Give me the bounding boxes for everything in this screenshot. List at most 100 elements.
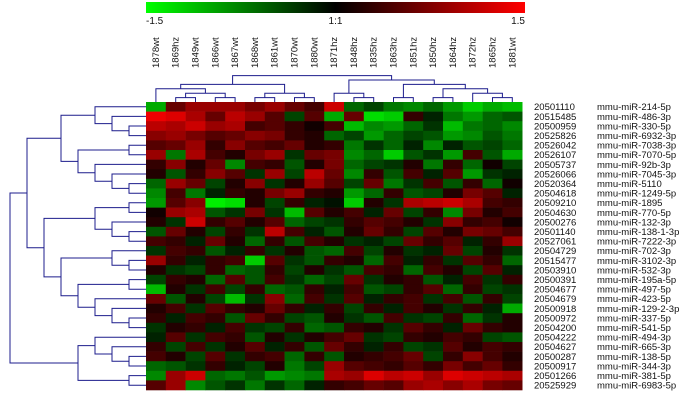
heatmap-cell bbox=[423, 332, 444, 343]
heatmap-cell bbox=[423, 303, 444, 314]
heatmap-cell bbox=[482, 169, 503, 180]
row-name-label: mmu-miR-6983-5p bbox=[597, 381, 676, 392]
heatmap-cell bbox=[185, 342, 206, 352]
heatmap-cell bbox=[284, 294, 305, 304]
heatmap-cell bbox=[205, 294, 226, 304]
heatmap-cell bbox=[185, 370, 206, 381]
heatmap-cell bbox=[146, 111, 167, 122]
heatmap-cell bbox=[423, 217, 444, 228]
heatmap-cell bbox=[383, 351, 404, 362]
heatmap-cell bbox=[383, 130, 404, 141]
heatmap-cell bbox=[462, 342, 483, 352]
heatmap-cell bbox=[165, 207, 186, 218]
heatmap-cell bbox=[324, 121, 345, 132]
heatmap-cell bbox=[146, 265, 167, 276]
heatmap-cell bbox=[462, 140, 483, 151]
heatmap-cell bbox=[383, 303, 404, 314]
column-label: 1878wt bbox=[151, 37, 162, 68]
heatmap-cell bbox=[165, 246, 186, 256]
heatmap-cell bbox=[146, 207, 167, 218]
heatmap-cell bbox=[344, 255, 365, 266]
heatmap-cell bbox=[482, 313, 503, 324]
heatmap-cell bbox=[284, 265, 305, 276]
heatmap-cell bbox=[462, 111, 483, 122]
heatmap-cell bbox=[185, 246, 206, 256]
heatmap-cell bbox=[443, 102, 464, 112]
heatmap-cell bbox=[383, 370, 404, 381]
heatmap-cell bbox=[502, 284, 523, 295]
heatmap-cell bbox=[165, 313, 186, 324]
heatmap-cell bbox=[225, 188, 246, 199]
heatmap-cell bbox=[264, 121, 285, 132]
row-name-label: mmu-miR-344-3p bbox=[597, 361, 671, 372]
heatmap-cell bbox=[185, 188, 206, 199]
heatmap-cell bbox=[344, 188, 365, 199]
heatmap-cell bbox=[502, 313, 523, 324]
heatmap-cell bbox=[264, 207, 285, 218]
heatmap-cell bbox=[225, 332, 246, 343]
heatmap-cell bbox=[225, 313, 246, 324]
heatmap-cell bbox=[245, 178, 266, 189]
heatmap-cell bbox=[264, 178, 285, 189]
dendrogram-branch bbox=[128, 355, 146, 367]
heatmap-cell bbox=[423, 284, 444, 295]
row-id-label: 20501140 bbox=[534, 227, 576, 238]
heatmap-cell bbox=[482, 370, 503, 381]
heatmap-cell bbox=[205, 188, 226, 199]
heatmap-cell bbox=[443, 246, 464, 256]
heatmap-cell bbox=[225, 178, 246, 189]
heatmap-cell bbox=[245, 169, 266, 180]
heatmap-cell bbox=[423, 255, 444, 266]
row-id-label: 20501110 bbox=[534, 102, 575, 113]
heatmap-cell bbox=[205, 150, 226, 160]
heatmap-cell bbox=[245, 111, 266, 122]
heatmap-cell bbox=[363, 265, 384, 276]
heatmap-cell bbox=[245, 265, 266, 276]
heatmap-cell bbox=[462, 294, 483, 304]
heatmap-cell bbox=[225, 159, 246, 170]
heatmap-cell bbox=[344, 236, 365, 247]
heatmap-cell bbox=[245, 361, 266, 372]
heatmap-cell bbox=[383, 150, 404, 160]
heatmap-cell bbox=[443, 370, 464, 381]
heatmap-cell bbox=[205, 236, 226, 247]
dendrogram-branch bbox=[128, 279, 146, 290]
heatmap-cell bbox=[344, 313, 365, 324]
heatmap-cell bbox=[165, 159, 186, 170]
heatmap-cell bbox=[482, 111, 503, 122]
heatmap-cell bbox=[363, 217, 384, 228]
heatmap-cell bbox=[284, 150, 305, 160]
heatmap-cell bbox=[462, 380, 483, 391]
heatmap-cell bbox=[205, 207, 226, 218]
heatmap-cell bbox=[344, 111, 365, 122]
heatmap-cell bbox=[462, 361, 483, 372]
heatmap-cell bbox=[264, 246, 285, 256]
heatmap-cell bbox=[146, 313, 167, 324]
heatmap-cell bbox=[284, 322, 305, 333]
heatmap-cell bbox=[205, 313, 226, 324]
heatmap-cell bbox=[423, 236, 444, 247]
heatmap-cell bbox=[363, 322, 384, 333]
heatmap-cell bbox=[502, 140, 523, 151]
heatmap-cell bbox=[403, 361, 424, 372]
heatmap-cell bbox=[304, 246, 325, 256]
heatmap-cell bbox=[403, 236, 424, 247]
heatmap-cell bbox=[205, 130, 226, 141]
heatmap-cell bbox=[363, 361, 384, 372]
column-label: 1881wt bbox=[507, 37, 518, 68]
heatmap-cell bbox=[245, 380, 266, 391]
heatmap-cell bbox=[403, 284, 424, 295]
heatmap-cell bbox=[304, 121, 325, 132]
heatmap-cell bbox=[403, 150, 424, 160]
heatmap-cell bbox=[264, 150, 285, 160]
row-id-label: 20504679 bbox=[534, 294, 576, 305]
heatmap-cell bbox=[482, 255, 503, 266]
heatmap-cell bbox=[403, 111, 424, 122]
heatmap-cell bbox=[146, 198, 167, 208]
heatmap-cell bbox=[264, 130, 285, 141]
heatmap-cell bbox=[146, 351, 167, 362]
heatmap-cell bbox=[363, 226, 384, 237]
heatmap-cell bbox=[502, 380, 523, 391]
row-name-label: mmu-miR-7038-3p bbox=[597, 141, 676, 152]
heatmap-cell bbox=[185, 217, 206, 228]
